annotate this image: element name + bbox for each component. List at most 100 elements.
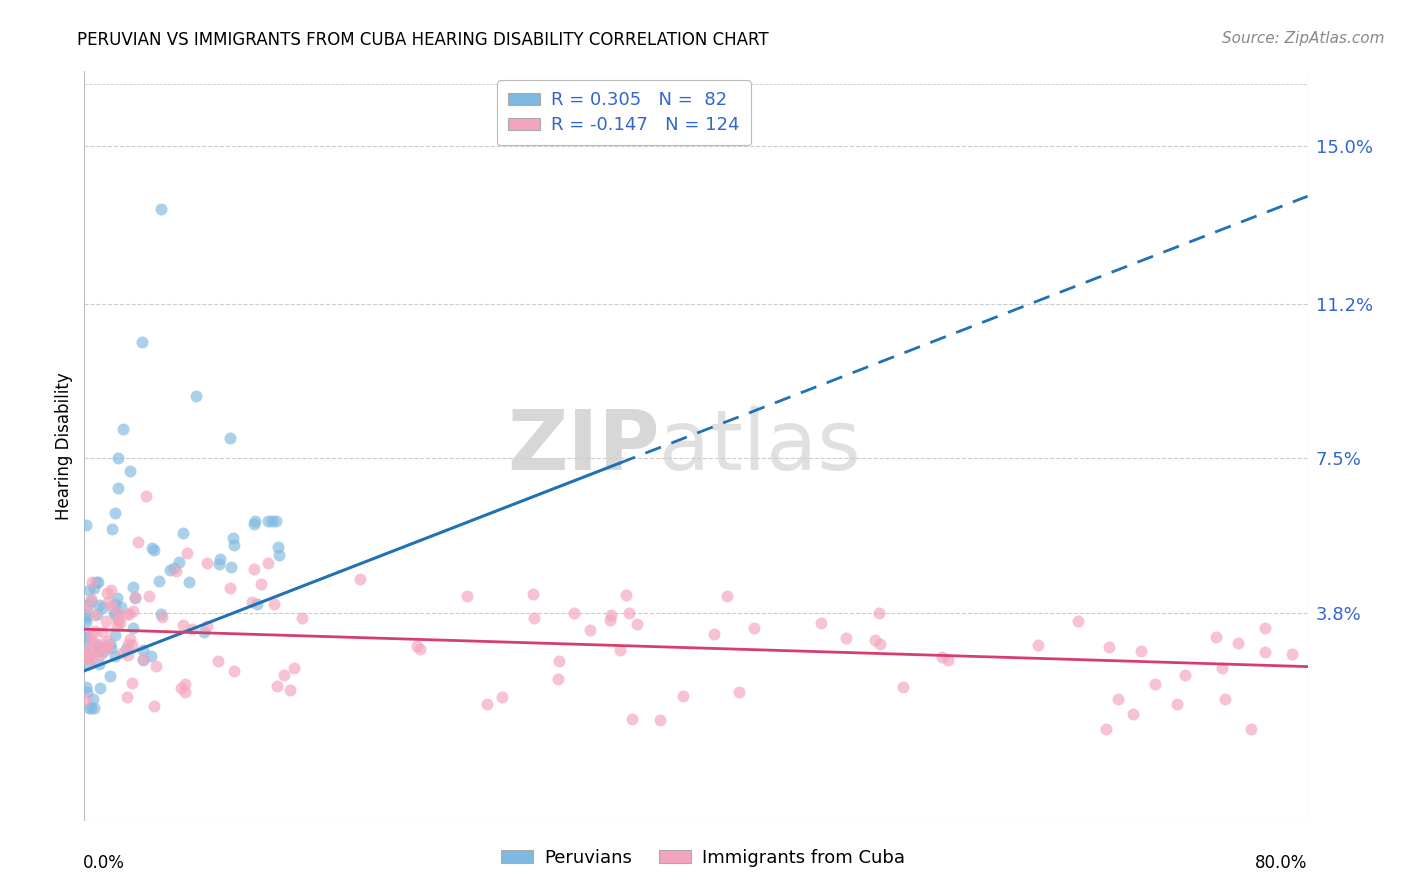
Point <box>1211 660 1233 674</box>
Point <box>1174 668 1197 682</box>
Point <box>115 641 138 656</box>
Point <box>80 701 103 715</box>
Point <box>100 583 122 598</box>
Point <box>208 557 231 571</box>
Point <box>104 649 127 664</box>
Point <box>195 618 218 632</box>
Point <box>728 685 751 699</box>
Point <box>117 648 139 662</box>
Point <box>111 422 134 436</box>
Point <box>75 637 97 651</box>
Point <box>578 623 600 637</box>
Point <box>150 610 173 624</box>
Point <box>107 606 129 620</box>
Point <box>408 641 430 656</box>
Point <box>1226 636 1249 650</box>
Point <box>222 538 245 552</box>
Point <box>621 712 644 726</box>
Point <box>77 657 100 671</box>
Point <box>84 607 107 622</box>
Point <box>105 607 128 622</box>
Point <box>626 617 648 632</box>
Point <box>83 581 105 595</box>
Point <box>131 652 153 666</box>
Point <box>132 652 155 666</box>
Point <box>86 607 108 621</box>
Y-axis label: Hearing Disability: Hearing Disability <box>55 372 73 520</box>
Point <box>172 618 194 632</box>
Text: PERUVIAN VS IMMIGRANTS FROM CUBA HEARING DISABILITY CORRELATION CHART: PERUVIAN VS IMMIGRANTS FROM CUBA HEARING… <box>77 31 769 49</box>
Point <box>266 540 288 554</box>
Point <box>79 634 101 648</box>
Point <box>278 683 301 698</box>
Point <box>94 640 117 655</box>
Point <box>1281 647 1303 661</box>
Point <box>1254 621 1277 635</box>
Point <box>207 654 229 668</box>
Point <box>110 615 132 630</box>
Point <box>135 489 157 503</box>
Point <box>869 606 891 620</box>
Point <box>117 637 139 651</box>
Point <box>703 627 725 641</box>
Point <box>103 607 125 621</box>
Point <box>121 675 143 690</box>
Point <box>83 635 105 649</box>
Point <box>96 641 118 656</box>
Text: atlas: atlas <box>659 406 860 486</box>
Point <box>599 608 621 623</box>
Point <box>122 604 145 618</box>
Point <box>121 638 143 652</box>
Point <box>75 610 97 624</box>
Point <box>1107 692 1129 706</box>
Point <box>257 514 280 528</box>
Point <box>93 624 115 639</box>
Point <box>75 644 97 658</box>
Point <box>263 597 285 611</box>
Text: 80.0%: 80.0% <box>1256 854 1308 872</box>
Text: Source: ZipAtlas.com: Source: ZipAtlas.com <box>1222 31 1385 46</box>
Point <box>148 574 170 588</box>
Text: ZIP: ZIP <box>506 406 659 486</box>
Point <box>76 684 98 698</box>
Point <box>124 591 146 605</box>
Point <box>80 591 103 606</box>
Point <box>174 685 197 699</box>
Point <box>80 653 103 667</box>
Point <box>273 668 295 682</box>
Point <box>104 597 127 611</box>
Point <box>1240 722 1263 736</box>
Point <box>159 563 181 577</box>
Point <box>835 631 858 645</box>
Point <box>120 632 142 646</box>
Point <box>243 516 266 531</box>
Point <box>547 672 569 686</box>
Point <box>96 586 118 600</box>
Point <box>149 607 172 621</box>
Point <box>93 640 115 655</box>
Point <box>1098 640 1121 654</box>
Point <box>142 543 165 558</box>
Point <box>1130 644 1153 658</box>
Point <box>243 514 266 528</box>
Point <box>89 648 111 663</box>
Point <box>90 637 112 651</box>
Point <box>936 652 959 666</box>
Point <box>91 645 114 659</box>
Point <box>75 680 97 694</box>
Point <box>165 564 187 578</box>
Point <box>98 637 121 651</box>
Point <box>522 587 544 601</box>
Point <box>224 665 246 679</box>
Point <box>107 481 129 495</box>
Legend: Peruvians, Immigrants from Cuba: Peruvians, Immigrants from Cuba <box>494 842 912 874</box>
Point <box>80 627 103 641</box>
Point <box>562 606 585 620</box>
Point <box>111 646 134 660</box>
Point <box>104 506 127 520</box>
Point <box>89 681 111 696</box>
Point <box>84 624 107 639</box>
Point <box>218 581 240 595</box>
Point <box>100 641 122 656</box>
Point <box>87 644 110 658</box>
